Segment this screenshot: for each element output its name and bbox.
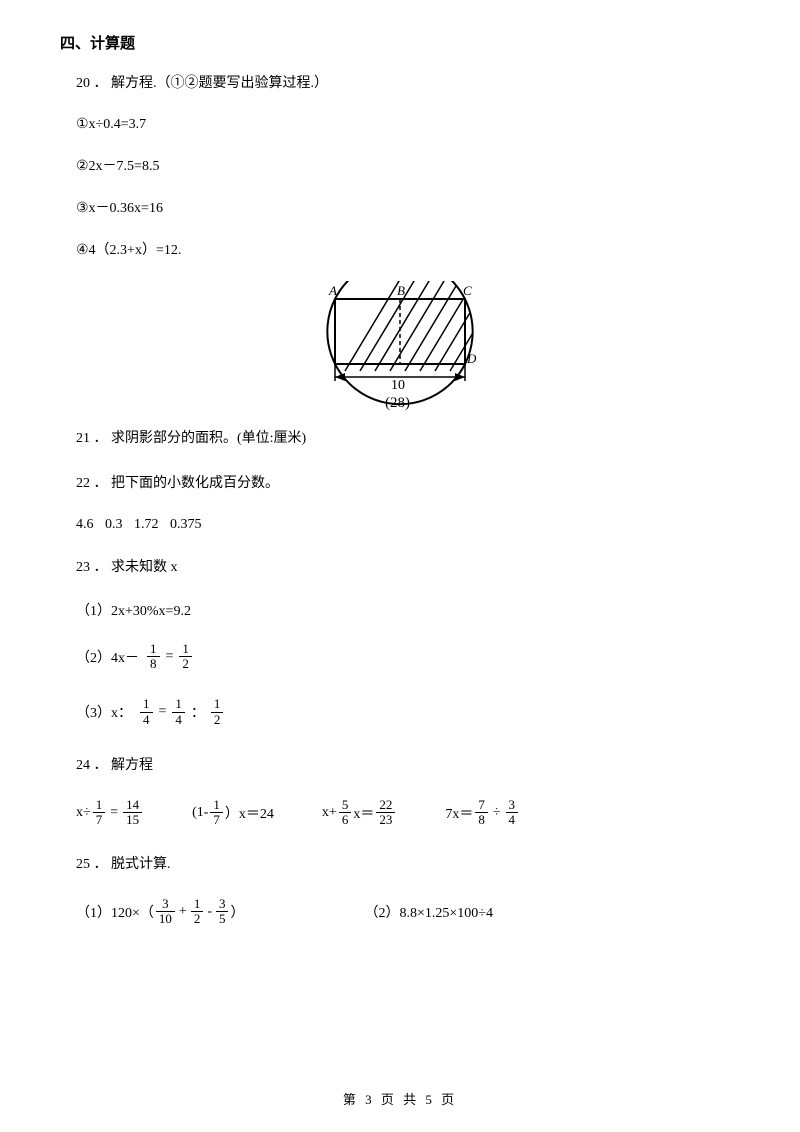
frac-1-4b: 14 <box>172 697 185 727</box>
q23-p2: （2）4x－ 18 = 12 <box>76 642 740 672</box>
q24-dot: ． <box>94 758 108 773</box>
q25-p1-pre: （1）120×（ <box>76 902 154 922</box>
q25-p1-post: ） <box>230 902 244 922</box>
q25-p1-plus: + <box>179 904 187 920</box>
figure-wrap: A B C D <box>60 281 740 416</box>
q24-c2-pre: (1- <box>192 805 208 821</box>
q20-item-3: ③x－0.36x=16 <box>76 197 740 217</box>
q24-c2: (1- 17 ）x＝24 <box>192 798 274 828</box>
dim-label: 10 <box>391 378 405 393</box>
frac-1-2b: 12 <box>211 697 224 727</box>
frac-3-5: 35 <box>216 897 229 927</box>
q23-p2-eq: = <box>166 649 174 665</box>
q24-text: 解方程 <box>111 758 153 773</box>
frac-3-4: 34 <box>506 798 519 828</box>
frac-7-8: 78 <box>475 798 488 828</box>
frac-1-2c: 12 <box>191 897 204 927</box>
q24-c4: 7x＝ 78 ÷ 34 <box>445 798 520 828</box>
q24-row: x÷ 17 = 1415 (1- 17 ）x＝24 x+ 56 x＝ 2223 … <box>76 798 740 828</box>
q20-dot: ． <box>94 76 108 91</box>
q23-p2-prefix: （2）4x－ <box>76 647 139 667</box>
frac-1-7b: 17 <box>210 798 223 828</box>
q25-p1: （1）120×（ 310 + 12 - 35 ） <box>76 897 244 927</box>
q25-text: 脱式计算. <box>111 857 171 872</box>
q24-c3-mid: x＝ <box>353 803 374 823</box>
q24-c4-div: ÷ <box>493 805 501 821</box>
q23-number: 23 <box>76 560 90 575</box>
frac-1-7: 17 <box>93 798 106 828</box>
q24: 24 ． 解方程 <box>76 753 740 778</box>
q20-title: 解方程.（①②题要写出验算过程.） <box>111 76 328 91</box>
q22-values: 4.6 0.3 1.72 0.375 <box>76 517 740 533</box>
q21-text: 求阴影部分的面积。(单位:厘米) <box>111 431 306 446</box>
q24-c3: x+ 56 x＝ 2223 <box>322 798 397 828</box>
frac-1-2: 12 <box>179 642 192 672</box>
q23-text: 求未知数 x <box>111 560 178 575</box>
q23-p3-colon: ： <box>191 702 205 722</box>
fig-caption: (28) <box>385 395 410 411</box>
q23-p1: （1）2x+30%x=9.2 <box>76 600 740 620</box>
frac-14-15: 1415 <box>123 798 142 828</box>
q23: 23 ． 求未知数 x <box>76 555 740 580</box>
q21: 21 ． 求阴影部分的面积。(单位:厘米) <box>76 426 740 451</box>
shaded-area-figure: A B C D <box>305 281 495 411</box>
q20-item-1: ①x÷0.4=3.7 <box>76 116 740 133</box>
q23-p3-eq: = <box>159 704 167 720</box>
frac-5-6: 56 <box>339 798 352 828</box>
frac-1-4a: 14 <box>140 697 153 727</box>
q24-c3-pre: x+ <box>322 805 337 821</box>
q25-p2: （2）8.8×1.25×100÷4 <box>364 902 492 922</box>
section-title: 四、计算题 <box>60 32 740 53</box>
label-b: B <box>397 283 405 298</box>
q24-c1-eq: = <box>110 805 118 821</box>
q20-item-2: ②2x－7.5=8.5 <box>76 155 740 175</box>
q20: 20 ． 解方程.（①②题要写出验算过程.） <box>76 71 740 96</box>
q25-dot: ． <box>94 857 108 872</box>
q20-item-4: ④4（2.3+x）=12. <box>76 239 740 259</box>
q25-p1-minus: - <box>207 904 212 920</box>
q25: 25 ． 脱式计算. <box>76 852 740 877</box>
q21-dot: ． <box>94 431 108 446</box>
q22-number: 22 <box>76 476 90 491</box>
q22-dot: ． <box>94 476 108 491</box>
frac-3-10: 310 <box>156 897 175 927</box>
q24-number: 24 <box>76 758 90 773</box>
frac-1-8: 18 <box>147 642 160 672</box>
q25-row: （1）120×（ 310 + 12 - 35 ） （2）8.8×1.25×100… <box>76 897 740 927</box>
page-footer: 第 3 页 共 5 页 <box>0 1089 800 1108</box>
q23-dot: ． <box>94 560 108 575</box>
q24-c1-pre: x÷ <box>76 805 91 821</box>
q22: 22 ． 把下面的小数化成百分数。 <box>76 471 740 496</box>
q20-number: 20 <box>76 76 90 91</box>
q25-number: 25 <box>76 857 90 872</box>
q24-c4-pre: 7x＝ <box>445 803 473 823</box>
q25-p2-text: （2）8.8×1.25×100÷4 <box>364 902 492 922</box>
q21-number: 21 <box>76 431 90 446</box>
figure: A B C D <box>305 281 495 411</box>
q22-text: 把下面的小数化成百分数。 <box>111 476 279 491</box>
q24-c1: x÷ 17 = 1415 <box>76 798 144 828</box>
q24-c2-post: ）x＝24 <box>225 803 274 823</box>
q23-p3-prefix: （3）x： <box>76 702 132 722</box>
frac-22-23: 2223 <box>376 798 395 828</box>
q23-p3: （3）x： 14 = 14 ： 12 <box>76 697 740 727</box>
